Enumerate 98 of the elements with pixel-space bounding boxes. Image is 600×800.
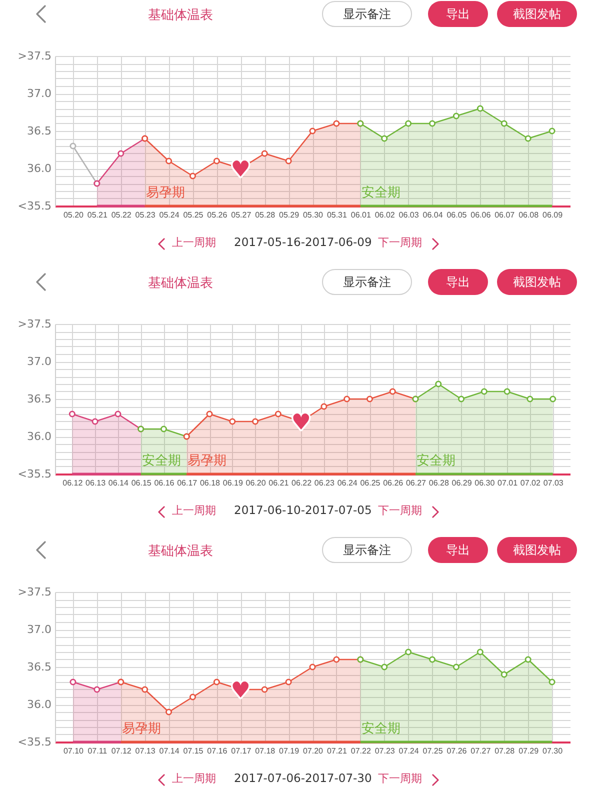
text: 2017-06-10-2017-07-05 <box>234 503 372 517</box>
chart-title: 基础体温表 <box>148 275 213 292</box>
text: 2017-05-16-2017-06-09 <box>234 235 372 249</box>
x-tick-label: 06.29 <box>452 478 472 488</box>
x-tick-label: 05.31 <box>326 210 348 220</box>
x-tick-label: 05.23 <box>135 210 156 220</box>
x-tick-label: 06.21 <box>268 478 290 488</box>
y-tick-label: <35.5 <box>18 468 52 480</box>
x-tick-label: 06.15 <box>131 478 152 488</box>
series-label: 易孕期 <box>122 722 161 736</box>
x-tick-label: 06.01 <box>350 210 372 220</box>
x-tick-label: 07.18 <box>255 746 276 756</box>
x-tick-label: 06.19 <box>222 478 244 488</box>
x-tick-label: 06.02 <box>374 210 396 220</box>
x-tick-label: 06.26 <box>383 478 404 488</box>
x-tick-label: 05.20 <box>63 210 84 220</box>
x-tick-label: 07.03 <box>543 478 564 488</box>
x-tick-label: 07.16 <box>207 746 228 756</box>
series-label: 安全期 <box>416 452 456 468</box>
y-tick-label: 36.0 <box>27 430 52 443</box>
x-tick-label: 07.24 <box>398 746 420 756</box>
x-tick-label: 05.21 <box>87 210 108 220</box>
x-tick-label: 05.24 <box>159 210 180 220</box>
x-tick-label: 07.11 <box>88 746 108 756</box>
x-tick-label: 07.29 <box>518 746 540 756</box>
text: 上一周期 <box>172 235 216 250</box>
x-tick-label: 05.30 <box>302 210 324 220</box>
x-tick-label: 06.12 <box>62 478 84 488</box>
x-tick-label: 07.02 <box>520 478 541 488</box>
text: 下一周期 <box>378 771 422 786</box>
x-tick-label: 06.22 <box>292 478 312 488</box>
x-tick-label: 05.26 <box>207 210 228 220</box>
x-tick-label: 06.24 <box>337 478 358 488</box>
y-tick-label: >37.5 <box>18 586 52 598</box>
x-tick-label: 06.05 <box>446 210 468 220</box>
x-tick-label: 06.13 <box>86 478 106 488</box>
x-tick-label: 05.27 <box>231 210 252 220</box>
x-tick-label: 05.29 <box>279 210 300 220</box>
text: 上一周期 <box>172 503 216 518</box>
series-label: 安全期 <box>361 720 400 736</box>
x-tick-label: 05.22 <box>111 210 132 220</box>
series-label: 安全期 <box>361 184 400 200</box>
x-tick-label: 07.14 <box>159 746 180 756</box>
x-tick-label: 07.23 <box>374 746 396 756</box>
x-tick-label: 06.17 <box>177 478 198 488</box>
x-tick-label: 07.12 <box>111 746 132 756</box>
x-tick-label: 05.28 <box>255 210 276 220</box>
x-tick-label: 06.09 <box>542 210 564 220</box>
y-tick-label: 36.0 <box>27 698 52 711</box>
series-label: 易孕期 <box>146 186 185 200</box>
x-tick-label: 06.28 <box>428 478 450 488</box>
y-tick-label: 36.0 <box>27 162 52 175</box>
x-tick-label: 06.03 <box>398 210 420 220</box>
y-tick-label: >37.5 <box>18 318 52 330</box>
x-tick-label: 07.15 <box>183 746 204 756</box>
series-label: 易孕期 <box>188 454 227 468</box>
x-tick-label: 06.20 <box>246 478 266 488</box>
x-tick-label: 07.30 <box>542 746 564 756</box>
y-tick-label: 37.0 <box>27 355 52 368</box>
x-tick-label: 07.19 <box>279 746 300 756</box>
x-tick-label: 07.13 <box>135 746 156 756</box>
x-tick-label: 06.16 <box>154 478 175 488</box>
text: 上一周期 <box>172 771 216 786</box>
x-tick-label: 06.06 <box>470 210 492 220</box>
chart-title: 基础体温表 <box>148 543 213 560</box>
x-tick-label: 06.27 <box>406 478 427 488</box>
text: 下一周期 <box>378 503 422 518</box>
text: 2017-07-06-2017-07-30 <box>234 771 372 785</box>
x-tick-label: 06.04 <box>422 210 444 220</box>
x-tick-label: 06.25 <box>360 478 381 488</box>
y-tick-label: 36.5 <box>27 660 52 674</box>
x-tick-label: 07.01 <box>498 478 518 488</box>
x-tick-label: 07.10 <box>63 746 84 756</box>
x-tick-label: 06.08 <box>518 210 540 220</box>
x-tick-label: 07.22 <box>350 746 372 756</box>
y-tick-label: >37.5 <box>18 50 52 62</box>
x-tick-label: 05.25 <box>183 210 204 220</box>
x-tick-label: 06.14 <box>108 478 129 488</box>
x-tick-label: 07.27 <box>470 746 492 756</box>
y-tick-label: 37.0 <box>27 87 52 100</box>
x-tick-label: 07.21 <box>326 746 348 756</box>
x-tick-label: 07.28 <box>494 746 516 756</box>
text: 下一周期 <box>378 235 422 250</box>
y-tick-label: 37.0 <box>27 623 52 636</box>
x-tick-label: 06.23 <box>314 478 335 488</box>
x-tick-label: 07.17 <box>231 746 252 756</box>
series-label: 安全期 <box>142 452 181 468</box>
y-tick-label: 36.5 <box>27 124 52 138</box>
x-tick-label: 06.07 <box>494 210 516 220</box>
x-tick-label: 06.30 <box>474 478 496 488</box>
x-tick-label: 07.26 <box>446 746 468 756</box>
x-tick-label: 07.25 <box>422 746 444 756</box>
x-tick-label: 07.20 <box>302 746 324 756</box>
y-tick-label: <35.5 <box>18 200 52 212</box>
y-tick-label: 36.5 <box>27 392 52 406</box>
x-tick-label: 06.18 <box>200 478 221 488</box>
y-tick-label: <35.5 <box>18 736 52 748</box>
chart-title: 基础体温表 <box>148 7 213 24</box>
